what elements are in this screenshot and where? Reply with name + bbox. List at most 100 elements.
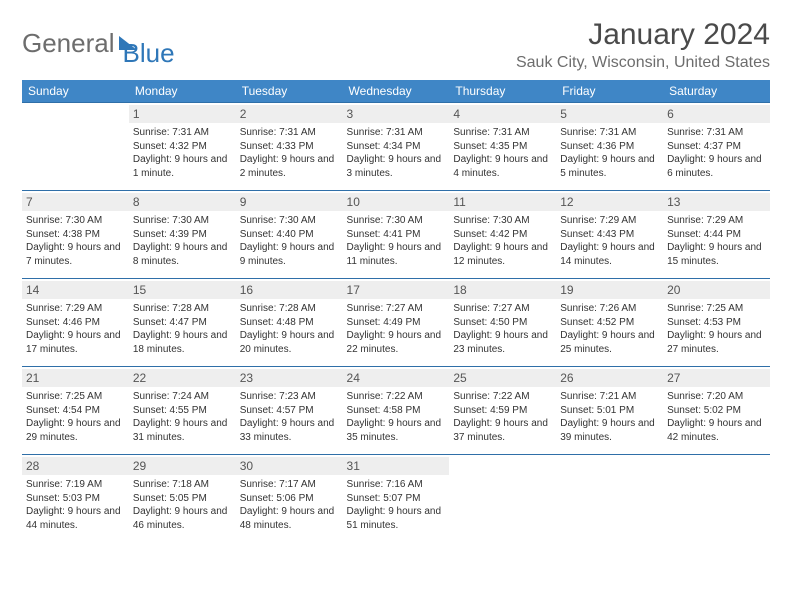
sunrise-text: Sunrise: 7:16 AM xyxy=(347,478,446,492)
week-row: 28Sunrise: 7:19 AMSunset: 5:03 PMDayligh… xyxy=(22,455,770,543)
day-number: 27 xyxy=(663,369,770,387)
day-number: 2 xyxy=(236,105,343,123)
day-cell: 11Sunrise: 7:30 AMSunset: 4:42 PMDayligh… xyxy=(449,191,556,279)
day-cell: 6Sunrise: 7:31 AMSunset: 4:37 PMDaylight… xyxy=(663,103,770,191)
daylight-text: Daylight: 9 hours and 5 minutes. xyxy=(560,153,659,180)
daylight-text: Daylight: 9 hours and 18 minutes. xyxy=(133,329,232,356)
daylight-text: Daylight: 9 hours and 14 minutes. xyxy=(560,241,659,268)
day-details: Sunrise: 7:28 AMSunset: 4:48 PMDaylight:… xyxy=(240,302,339,356)
sunset-text: Sunset: 4:49 PM xyxy=(347,316,446,330)
daylight-text: Daylight: 9 hours and 31 minutes. xyxy=(133,417,232,444)
day-details: Sunrise: 7:29 AMSunset: 4:43 PMDaylight:… xyxy=(560,214,659,268)
day-cell xyxy=(556,455,663,543)
day-number: 17 xyxy=(343,281,450,299)
sunrise-text: Sunrise: 7:30 AM xyxy=(26,214,125,228)
sunrise-text: Sunrise: 7:23 AM xyxy=(240,390,339,404)
daylight-text: Daylight: 9 hours and 35 minutes. xyxy=(347,417,446,444)
day-cell: 19Sunrise: 7:26 AMSunset: 4:52 PMDayligh… xyxy=(556,279,663,367)
header: General Blue January 2024 Sauk City, Wis… xyxy=(22,18,770,72)
day-details: Sunrise: 7:31 AMSunset: 4:32 PMDaylight:… xyxy=(133,126,232,180)
sunset-text: Sunset: 4:41 PM xyxy=(347,228,446,242)
day-cell: 25 Sunrise: 7:22 AMSunset: 4:59 PMDayligh… xyxy=(449,367,556,455)
day-details: Sunrise: 7:30 AMSunset: 4:40 PMDaylight:… xyxy=(240,214,339,268)
day-cell: 22Sunrise: 7:24 AMSunset: 4:55 PMDayligh… xyxy=(129,367,236,455)
sunrise-text: Sunrise: 7:30 AM xyxy=(240,214,339,228)
sunrise-text: Sunrise: 7:31 AM xyxy=(347,126,446,140)
sunset-text: Sunset: 4:59 PM xyxy=(453,404,552,418)
week-row: 7Sunrise: 7:30 AMSunset: 4:38 PMDaylight… xyxy=(22,191,770,279)
sunrise-text: Sunrise: 7:31 AM xyxy=(133,126,232,140)
daylight-text: Daylight: 9 hours and 9 minutes. xyxy=(240,241,339,268)
sunset-text: Sunset: 4:42 PM xyxy=(453,228,552,242)
day-details: Sunrise: 7:20 AMSunset: 5:02 PMDaylight:… xyxy=(667,390,766,444)
day-details: Sunrise: 7:27 AMSunset: 4:49 PMDaylight:… xyxy=(347,302,446,356)
sunset-text: Sunset: 4:55 PM xyxy=(133,404,232,418)
day-details: Sunrise: 7:17 AMSunset: 5:06 PMDaylight:… xyxy=(240,478,339,532)
day-number: 20 xyxy=(663,281,770,299)
day-number: 1 xyxy=(129,105,236,123)
daylight-text: Daylight: 9 hours and 2 minutes. xyxy=(240,153,339,180)
day-cell: 26Sunrise: 7:21 AMSunset: 5:01 PMDayligh… xyxy=(556,367,663,455)
daylight-text: Daylight: 9 hours and 48 minutes. xyxy=(240,505,339,532)
day-details: Sunrise: 7:27 AMSunset: 4:50 PMDaylight:… xyxy=(453,302,552,356)
daylight-text: Daylight: 9 hours and 27 minutes. xyxy=(667,329,766,356)
day-details: Sunrise: 7:18 AMSunset: 5:05 PMDaylight:… xyxy=(133,478,232,532)
day-cell: 29 Sunrise: 7:18 AMSunset: 5:05 PMDayligh… xyxy=(129,455,236,543)
day-number: 22 xyxy=(129,369,236,387)
sunset-text: Sunset: 5:05 PM xyxy=(133,492,232,506)
day-number xyxy=(449,457,556,475)
daylight-text: Daylight: 9 hours and 11 minutes. xyxy=(347,241,446,268)
sunrise-text: Sunrise: 7:27 AM xyxy=(453,302,552,316)
sunset-text: Sunset: 4:36 PM xyxy=(560,140,659,154)
sunset-text: Sunset: 4:44 PM xyxy=(667,228,766,242)
sunset-text: Sunset: 4:52 PM xyxy=(560,316,659,330)
sunrise-text: Sunrise: 7:22 AM xyxy=(347,390,446,404)
sunset-text: Sunset: 4:40 PM xyxy=(240,228,339,242)
day-number xyxy=(22,105,129,123)
sunrise-text: Sunrise: 7:20 AM xyxy=(667,390,766,404)
day-cell: 2Sunrise: 7:31 AMSunset: 4:33 PMDaylight… xyxy=(236,103,343,191)
day-number: 14 xyxy=(22,281,129,299)
logo-text-general: General xyxy=(22,28,115,59)
sunset-text: Sunset: 4:35 PM xyxy=(453,140,552,154)
sunrise-text: Sunrise: 7:18 AM xyxy=(133,478,232,492)
day-details: Sunrise: 7:22 AMSunset: 4:59 PMDaylight:… xyxy=(453,390,552,444)
sunset-text: Sunset: 5:06 PM xyxy=(240,492,339,506)
day-number: 9 xyxy=(236,193,343,211)
sunset-text: Sunset: 4:33 PM xyxy=(240,140,339,154)
sunset-text: Sunset: 4:34 PM xyxy=(347,140,446,154)
sunrise-text: Sunrise: 7:21 AM xyxy=(560,390,659,404)
location-label: Sauk City, Wisconsin, United States xyxy=(516,54,770,72)
sunset-text: Sunset: 4:39 PM xyxy=(133,228,232,242)
daylight-text: Daylight: 9 hours and 33 minutes. xyxy=(240,417,339,444)
day-number: 26 xyxy=(556,369,663,387)
day-number: 19 xyxy=(556,281,663,299)
day-details: Sunrise: 7:29 AMSunset: 4:44 PMDaylight:… xyxy=(667,214,766,268)
day-details: Sunrise: 7:25 AMSunset: 4:54 PMDaylight:… xyxy=(26,390,125,444)
sunrise-text: Sunrise: 7:25 AM xyxy=(26,390,125,404)
day-number: 13 xyxy=(663,193,770,211)
sunrise-text: Sunrise: 7:31 AM xyxy=(667,126,766,140)
week-row: 1 Sunrise: 7:31 AMSunset: 4:32 PMDaylight… xyxy=(22,103,770,191)
sunrise-text: Sunrise: 7:29 AM xyxy=(667,214,766,228)
day-number: 10 xyxy=(343,193,450,211)
day-cell: 5Sunrise: 7:31 AMSunset: 4:36 PMDaylight… xyxy=(556,103,663,191)
day-details: Sunrise: 7:31 AMSunset: 4:36 PMDaylight:… xyxy=(560,126,659,180)
sunset-text: Sunset: 4:54 PM xyxy=(26,404,125,418)
sunset-text: Sunset: 4:43 PM xyxy=(560,228,659,242)
sunset-text: Sunset: 4:37 PM xyxy=(667,140,766,154)
sunrise-text: Sunrise: 7:17 AM xyxy=(240,478,339,492)
sunrise-text: Sunrise: 7:19 AM xyxy=(26,478,125,492)
daylight-text: Daylight: 9 hours and 7 minutes. xyxy=(26,241,125,268)
day-details: Sunrise: 7:23 AMSunset: 4:57 PMDaylight:… xyxy=(240,390,339,444)
day-details: Sunrise: 7:31 AMSunset: 4:35 PMDaylight:… xyxy=(453,126,552,180)
day-number: 29 xyxy=(129,457,236,475)
sunrise-text: Sunrise: 7:29 AM xyxy=(26,302,125,316)
day-details: Sunrise: 7:19 AMSunset: 5:03 PMDaylight:… xyxy=(26,478,125,532)
day-details: Sunrise: 7:25 AMSunset: 4:53 PMDaylight:… xyxy=(667,302,766,356)
day-number: 6 xyxy=(663,105,770,123)
day-number: 25 xyxy=(449,369,556,387)
day-details: Sunrise: 7:30 AMSunset: 4:41 PMDaylight:… xyxy=(347,214,446,268)
daylight-text: Daylight: 9 hours and 42 minutes. xyxy=(667,417,766,444)
week-row: 21Sunrise: 7:25 AMSunset: 4:54 PMDayligh… xyxy=(22,367,770,455)
